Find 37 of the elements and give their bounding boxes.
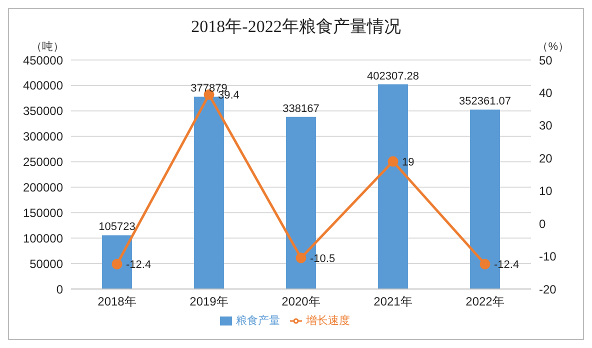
chart-title: 2018年-2022年粮食产量情况 xyxy=(190,16,402,38)
data-label: 402307.28 xyxy=(367,70,419,82)
x-tick-label: 2022年 xyxy=(466,294,504,309)
y-tick-label: 200000 xyxy=(22,180,64,194)
point xyxy=(112,258,122,270)
y2-tick-label: 40 xyxy=(539,86,553,100)
x-tick-label: 2019年 xyxy=(190,294,228,309)
point xyxy=(480,258,490,270)
legend-label: 粮食产量 xyxy=(236,315,280,327)
y2-axis-title: （%） xyxy=(537,40,569,54)
y2-tick-label: 10 xyxy=(539,184,553,198)
y-axis-title: （吨） xyxy=(31,40,64,54)
y-tick-label: 400000 xyxy=(22,78,64,93)
data-label: 105723 xyxy=(98,221,136,234)
data-label: 352361.07 xyxy=(459,96,511,108)
y2-tick-label: -10 xyxy=(539,250,557,264)
x-tick-label: 2021年 xyxy=(374,294,412,309)
y2-tick-label: -20 xyxy=(539,282,557,296)
y-tick-label: 150000 xyxy=(22,206,64,220)
y-tick-label: 100000 xyxy=(22,231,64,246)
x-tick-label: 2018年 xyxy=(98,294,136,309)
point xyxy=(296,252,306,264)
y2-tick-label: 30 xyxy=(539,118,553,133)
y-tick-label: 350000 xyxy=(22,104,64,118)
data-label: 39.4 xyxy=(218,90,240,102)
data-label: 338167 xyxy=(282,102,320,115)
point xyxy=(388,156,398,167)
y-tick-label: 300000 xyxy=(22,130,64,144)
x-tick-label: 2020年 xyxy=(282,294,320,309)
legend-label: 增长速度 xyxy=(306,315,350,327)
y-tick-label: 450000 xyxy=(22,53,64,68)
y2-tick-label: 50 xyxy=(539,53,553,68)
y2-tick-label: 20 xyxy=(539,151,553,166)
y-tick-label: 50000 xyxy=(30,256,64,271)
y-tick-label: 250000 xyxy=(22,155,64,170)
y-tick-label: 0 xyxy=(56,282,64,296)
y2-tick-label: 0 xyxy=(539,216,546,231)
